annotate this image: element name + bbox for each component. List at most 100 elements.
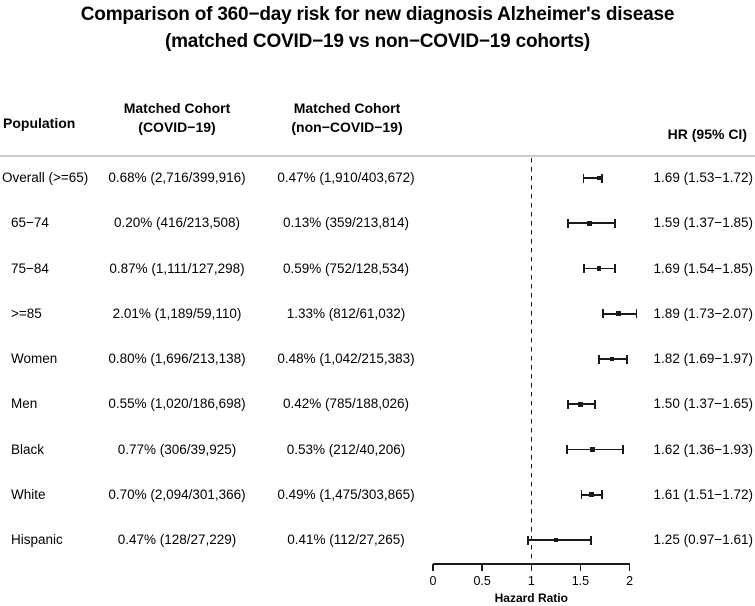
column-header-noncovid-line2: (non−COVID−19) — [291, 119, 403, 135]
table-row: Hispanic 0.47% (128/27,229) 0.41% (112/2… — [0, 530, 755, 550]
forest-marker — [0, 304, 755, 324]
table-row: Men 0.55% (1,020/186,698) 0.42% (785/188… — [0, 394, 755, 414]
axis-tick-label: 1 — [527, 574, 535, 588]
hr-ci-value: 1.50 (1.37−1.65) — [653, 396, 753, 412]
figure-title-line2: (matched COVID−19 vs non−COVID−19 cohort… — [164, 31, 591, 52]
column-header-covid-line1: Matched Cohort — [123, 100, 231, 116]
ci-lower-cap — [580, 490, 583, 500]
forest-marker — [0, 213, 755, 233]
forest-marker — [0, 349, 755, 369]
column-header-population: Population — [3, 115, 76, 131]
population-label: >=85 — [11, 305, 42, 321]
axis-tick — [530, 564, 533, 571]
ci-upper-cap — [613, 218, 616, 228]
axis-tick-label: 1.5 — [571, 574, 590, 588]
noncovid-risk-value: 0.42% (785/188,026) — [282, 396, 410, 412]
axis-tick — [579, 564, 582, 571]
covid-risk-value: 0.55% (1,020/186,698) — [108, 396, 246, 412]
noncovid-risk-value: 0.48% (1,042/215,383) — [277, 351, 415, 366]
point-estimate-marker — [596, 266, 602, 271]
header-separator-line — [0, 155, 755, 157]
ci-upper-cap — [594, 399, 597, 409]
point-estimate-marker — [578, 401, 583, 407]
covid-risk-value: 0.20% (416/213,508) — [113, 215, 241, 231]
population-label: Black — [11, 441, 45, 457]
figure-title: Comparison of 360−day risk for new diagn… — [0, 1, 755, 55]
point-estimate-marker — [616, 311, 622, 317]
ci-lower-cap — [598, 354, 601, 364]
point-estimate-marker — [596, 175, 602, 181]
covid-risk-value: 0.47% (128/27,229) — [117, 532, 237, 547]
forest-marker — [0, 394, 755, 414]
noncovid-risk-value: 0.53% (212/40,206) — [286, 441, 406, 457]
forest-marker — [0, 168, 755, 188]
noncovid-risk-value: 0.49% (1,475/303,865) — [277, 486, 415, 502]
population-label: 75−84 — [11, 260, 49, 276]
hr-ci-value: 1.61 (1.51−1.72) — [653, 486, 753, 502]
axis-tick-label: 0.5 — [473, 574, 491, 588]
x-axis-line — [433, 563, 630, 565]
reference-line-hr1 — [530, 158, 533, 563]
table-row: Overall (>=65) 0.68% (2,716/399,916) 0.4… — [0, 168, 755, 188]
ci-lower-cap — [583, 264, 586, 273]
column-header-hr-ci: HR (95% CI) — [667, 126, 747, 142]
table-row: Women 0.80% (1,696/213,138) 0.48% (1,042… — [0, 349, 755, 369]
axis-tick — [432, 564, 434, 571]
point-estimate-marker — [553, 537, 559, 543]
axis-tick — [628, 564, 631, 571]
column-header-noncovid-cohort: Matched Cohort (non−COVID−19) — [271, 99, 423, 137]
population-label: 65−74 — [11, 215, 49, 231]
axis-tick — [481, 564, 483, 571]
ci-line — [566, 448, 623, 451]
population-label: White — [11, 486, 46, 502]
ci-lower-cap — [527, 535, 530, 545]
ci-upper-cap — [601, 490, 603, 500]
covid-risk-value: 2.01% (1,189/59,110) — [112, 305, 242, 321]
ci-upper-cap — [601, 173, 603, 183]
ci-line — [528, 539, 592, 541]
table-row: 75−84 0.87% (1,111/127,298) 0.59% (752/1… — [0, 259, 755, 279]
table-row: >=85 2.01% (1,189/59,110) 1.33% (812/61,… — [0, 304, 755, 324]
covid-risk-value: 0.70% (2,094/301,366) — [108, 486, 246, 502]
ci-line — [583, 177, 603, 179]
forest-marker — [0, 259, 755, 279]
point-estimate-marker — [587, 220, 592, 226]
table-row: 65−74 0.20% (416/213,508) 0.13% (359/213… — [0, 213, 755, 233]
hr-ci-value: 1.89 (1.73−2.07) — [653, 305, 753, 321]
covid-risk-value: 0.80% (1,696/213,138) — [108, 351, 246, 366]
forest-marker — [0, 485, 755, 505]
ci-lower-cap — [565, 445, 568, 454]
population-label: Women — [11, 351, 58, 366]
ci-upper-cap — [635, 309, 638, 319]
noncovid-risk-value: 0.59% (752/128,534) — [282, 260, 410, 276]
point-estimate-marker — [588, 492, 594, 498]
column-header-noncovid-line1: Matched Cohort — [293, 100, 401, 116]
ci-upper-cap — [625, 354, 628, 364]
hr-ci-value: 1.25 (0.97−1.61) — [653, 532, 753, 547]
noncovid-risk-value: 1.33% (812/61,032) — [286, 305, 406, 321]
covid-risk-value: 0.77% (306/39,925) — [117, 441, 237, 457]
population-label: Overall (>=65) — [2, 170, 89, 185]
column-header-covid-line2: (COVID−19) — [138, 119, 216, 135]
ci-upper-cap — [613, 264, 616, 273]
covid-risk-value: 0.87% (1,111/127,298) — [109, 260, 245, 276]
hr-ci-value: 1.69 (1.53−1.72) — [653, 170, 753, 185]
axis-tick-label: 2 — [626, 574, 634, 588]
hr-ci-value: 1.69 (1.54−1.85) — [653, 260, 753, 276]
hr-ci-value: 1.62 (1.36−1.93) — [653, 441, 753, 457]
forest-marker — [0, 530, 755, 550]
point-estimate-marker — [589, 447, 595, 452]
table-row: White 0.70% (2,094/301,366) 0.49% (1,475… — [0, 485, 755, 505]
covid-risk-value: 0.68% (2,716/399,916) — [108, 170, 246, 185]
noncovid-risk-value: 0.13% (359/213,814) — [282, 215, 410, 231]
column-header-covid-cohort: Matched Cohort (COVID−19) — [102, 99, 252, 137]
hr-ci-value: 1.59 (1.37−1.85) — [653, 215, 753, 231]
population-label: Men — [11, 396, 38, 412]
figure-title-line1: Comparison of 360−day risk for new diagn… — [80, 4, 675, 25]
noncovid-risk-value: 0.41% (112/27,265) — [287, 532, 405, 547]
ci-upper-cap — [590, 535, 593, 545]
table-row: Black 0.77% (306/39,925) 0.53% (212/40,2… — [0, 440, 755, 460]
point-estimate-marker — [609, 356, 615, 362]
ci-upper-cap — [621, 445, 624, 454]
